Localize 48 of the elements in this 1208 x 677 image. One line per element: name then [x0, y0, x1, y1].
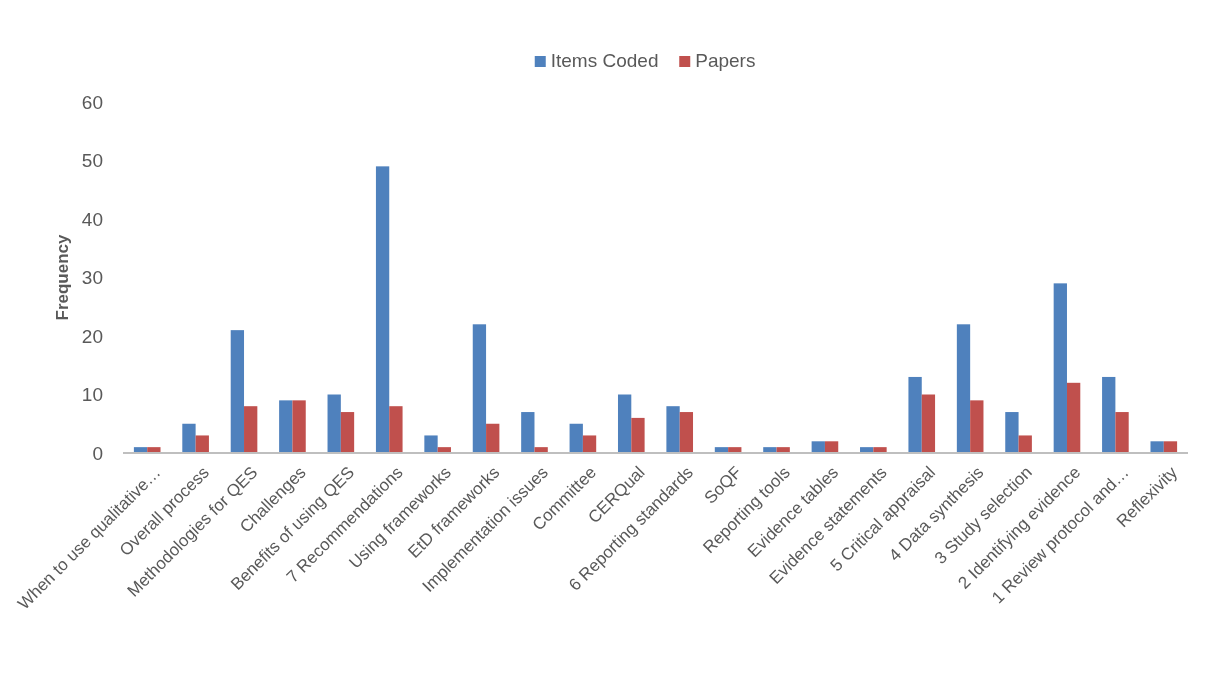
bar [1163, 441, 1178, 453]
bar [582, 435, 597, 453]
y-tick-label: 0 [92, 442, 103, 464]
bar [873, 447, 887, 453]
bar [486, 423, 500, 453]
y-tick-label: 20 [81, 325, 103, 347]
legend-label: Papers [695, 50, 756, 71]
bar [811, 441, 825, 453]
bar [1005, 412, 1019, 453]
bar [230, 330, 245, 453]
bar [534, 447, 548, 453]
y-tick-label: 50 [81, 150, 103, 172]
bar [1066, 382, 1081, 453]
bar [970, 400, 984, 453]
bar [1018, 435, 1032, 453]
bar [327, 394, 341, 453]
bar [569, 423, 583, 453]
bar [824, 441, 839, 453]
bar [389, 406, 403, 453]
bar [666, 406, 680, 453]
bar [424, 435, 438, 453]
bar [195, 435, 209, 453]
bar [679, 412, 694, 453]
y-tick-label: 10 [81, 384, 103, 406]
y-axis-title: Frequency [53, 233, 72, 321]
y-tick-label: 40 [81, 208, 103, 230]
bar [340, 412, 355, 453]
bar [521, 412, 535, 453]
bar [617, 394, 632, 453]
bar [472, 324, 487, 453]
bar [631, 417, 645, 453]
y-tick-label: 60 [81, 91, 103, 113]
bar [1053, 283, 1067, 453]
bar [908, 376, 922, 453]
bar [763, 447, 777, 453]
bar [375, 166, 390, 453]
bar [1150, 441, 1164, 453]
y-tick-label: 30 [81, 267, 103, 289]
bar [956, 324, 971, 453]
bar [921, 394, 936, 453]
bar [147, 447, 161, 453]
bar [292, 400, 306, 453]
bar [1102, 376, 1116, 453]
bar [279, 400, 293, 453]
legend-label: Items Coded [550, 50, 659, 71]
bar [1115, 412, 1129, 453]
bar [244, 406, 258, 453]
bar [182, 423, 196, 453]
